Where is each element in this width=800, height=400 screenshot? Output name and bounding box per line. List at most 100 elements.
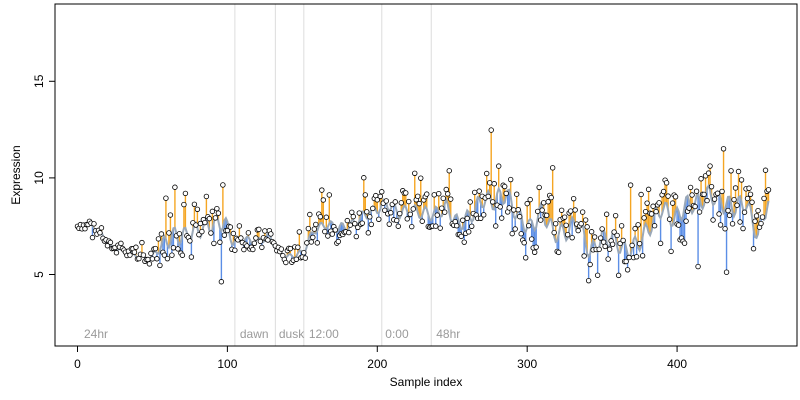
data-point (569, 234, 575, 241)
data-point (319, 187, 325, 193)
data-point (503, 190, 509, 197)
data-point (603, 211, 610, 217)
data-point (491, 181, 497, 187)
data-point (698, 176, 704, 182)
data-point (518, 231, 524, 237)
data-point (563, 222, 569, 228)
data-point (361, 175, 367, 181)
data-point (629, 242, 635, 249)
data-point (689, 192, 695, 198)
data-point (268, 231, 274, 237)
data-point (181, 201, 187, 208)
data-point (744, 195, 751, 202)
data-point (633, 254, 640, 260)
data-point (436, 190, 442, 197)
data-point (693, 188, 700, 194)
data-point (750, 246, 757, 252)
data-point (166, 230, 172, 236)
data-point (533, 244, 539, 250)
data-point (509, 230, 515, 237)
data-point (217, 239, 223, 245)
data-point (175, 246, 181, 252)
data-point (759, 214, 766, 220)
data-point (752, 218, 758, 224)
data-point (716, 211, 722, 217)
data-point (113, 250, 120, 256)
data-point (683, 218, 689, 224)
x-axis: 0 100 200 300 400 (74, 345, 687, 371)
data-point (91, 221, 97, 227)
data-point (403, 190, 409, 196)
data-point (599, 226, 605, 232)
data-point (620, 237, 626, 244)
data-point (359, 220, 365, 226)
data-point (163, 195, 169, 201)
data-point (636, 240, 643, 247)
data-point (606, 246, 613, 252)
data-point (394, 217, 400, 224)
data-point (154, 256, 160, 262)
data-point (515, 207, 521, 213)
data-point (182, 190, 189, 197)
time-annotation-label: dawn (240, 327, 269, 341)
data-point (172, 184, 178, 190)
data-point (322, 228, 328, 235)
data-point (238, 235, 244, 241)
data-point (597, 235, 604, 241)
data-point (221, 232, 228, 238)
data-point (89, 234, 96, 241)
x-tick-label: 300 (517, 357, 537, 371)
data-point (410, 206, 416, 212)
data-point (170, 245, 177, 251)
data-point (657, 240, 664, 247)
data-point (293, 256, 300, 262)
data-point (152, 245, 159, 252)
data-point (527, 196, 533, 203)
data-point (704, 197, 710, 204)
data-point (230, 230, 237, 237)
data-point (481, 212, 487, 218)
data-point (278, 246, 285, 252)
data-point (374, 197, 380, 203)
data-point (253, 235, 259, 241)
data-point (585, 277, 592, 284)
data-point (362, 192, 368, 198)
data-point (632, 225, 638, 232)
data-point (725, 207, 731, 214)
data-point (395, 223, 401, 229)
data-point (209, 208, 216, 215)
data-point (540, 200, 547, 206)
data-point (133, 244, 139, 250)
data-point (158, 231, 165, 237)
data-point (251, 240, 258, 246)
data-point (572, 207, 578, 213)
y-tick-label: 15 (32, 74, 46, 88)
data-point (729, 221, 736, 227)
data-point (356, 210, 362, 216)
data-point (663, 180, 670, 186)
data-point (140, 252, 147, 258)
x-tick-label: 200 (367, 357, 387, 371)
data-point (531, 249, 538, 255)
data-point (305, 225, 312, 232)
data-point (558, 207, 565, 213)
data-point (534, 208, 541, 215)
data-point (672, 194, 679, 200)
y-tick-label: 10 (32, 171, 46, 185)
data-point (335, 238, 342, 245)
data-point (187, 238, 193, 244)
data-point (581, 253, 587, 259)
data-point (666, 216, 673, 222)
y-axis: 5 10 15 (32, 74, 56, 278)
data-point (431, 192, 437, 198)
data-point (443, 186, 449, 193)
data-point (648, 211, 655, 217)
fitted-curve (76, 183, 770, 262)
data-point (656, 200, 662, 206)
data-point (650, 203, 656, 209)
data-point (665, 193, 671, 199)
data-point (415, 193, 421, 200)
data-point (549, 165, 556, 171)
data-point (635, 222, 641, 228)
data-point (446, 168, 452, 174)
